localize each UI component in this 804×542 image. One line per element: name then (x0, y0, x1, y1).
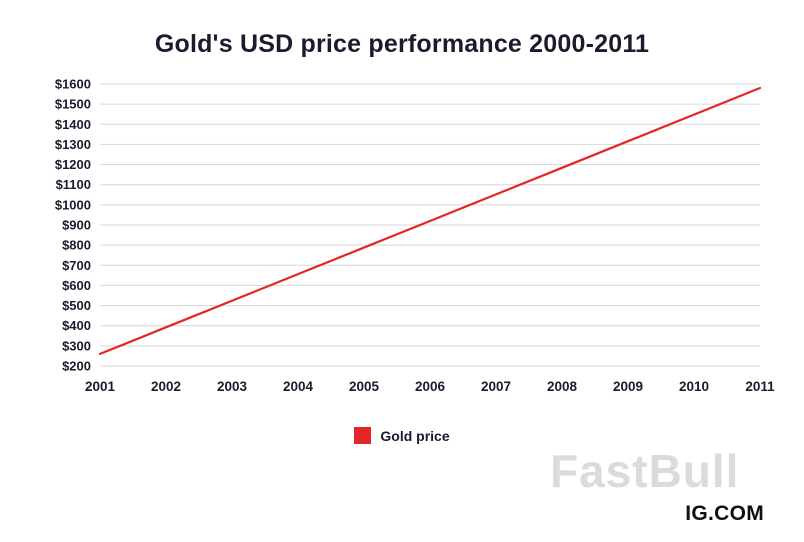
x-tick-label: 2010 (679, 379, 709, 394)
watermark: FastBull (550, 445, 740, 497)
x-tick-label: 2005 (349, 379, 380, 394)
y-tick-label: $500 (62, 298, 91, 313)
x-tick-label: 2011 (745, 379, 775, 394)
y-tick-label: $1300 (55, 137, 91, 152)
y-tick-label: $1200 (55, 157, 91, 172)
x-tick-label: 2007 (481, 379, 511, 394)
y-tick-label: $400 (62, 318, 91, 333)
y-tick-label: $900 (62, 218, 91, 233)
source-logo: IG.COM (685, 502, 764, 525)
y-tick-label: $1000 (55, 197, 91, 212)
legend-label: Gold price (380, 427, 450, 444)
x-tick-label: 2002 (151, 379, 181, 394)
gold-price-line (98, 86, 762, 356)
y-tick-label: $200 (62, 359, 91, 374)
x-tick-label: 2009 (613, 379, 643, 394)
gold-price-chart: $200 $300 $400 $500 $600 $700 $800 $900 $1000 $11… (55, 77, 775, 395)
legend-swatch-icon (354, 427, 372, 444)
y-tick-label: $700 (62, 258, 91, 273)
y-tick-label: $1400 (55, 117, 91, 132)
chart-area: $200 $300 $400 $500 $600 $700 $800 $900 $1000 $11… (0, 69, 804, 401)
y-tick-label: $1500 (55, 97, 91, 112)
y-tick-label: $800 (62, 238, 91, 253)
y-tick-label: $1600 (55, 77, 91, 92)
y-tick-label: $1100 (56, 177, 91, 192)
page-title: Gold's USD price performance 2000-2011 (154, 30, 650, 58)
y-tick-label: $300 (62, 338, 91, 353)
y-tick-label: $600 (62, 278, 91, 293)
x-tick-label: 2003 (217, 379, 248, 394)
x-tick-label: 2004 (283, 379, 314, 394)
x-tick-label: 2001 (85, 379, 116, 394)
x-tick-label: 2006 (415, 379, 446, 394)
legend: Gold price (0, 427, 804, 444)
x-tick-label: 2008 (547, 379, 578, 394)
